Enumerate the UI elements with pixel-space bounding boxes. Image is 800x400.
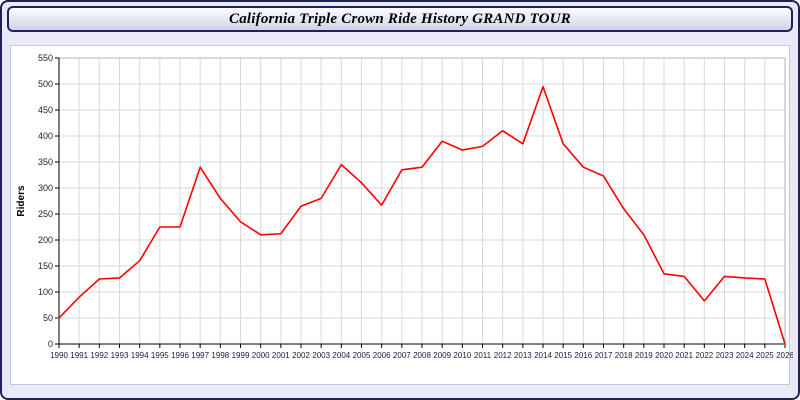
svg-text:2017: 2017 [595,351,613,360]
svg-text:2008: 2008 [413,351,431,360]
svg-text:2018: 2018 [615,351,633,360]
svg-text:350: 350 [38,157,53,167]
svg-text:1991: 1991 [70,351,88,360]
svg-text:300: 300 [38,183,53,193]
svg-text:1999: 1999 [232,351,250,360]
svg-text:2009: 2009 [433,351,451,360]
svg-text:100: 100 [38,287,53,297]
svg-text:2013: 2013 [514,351,532,360]
svg-text:2019: 2019 [635,351,653,360]
svg-text:2004: 2004 [332,351,350,360]
svg-text:1997: 1997 [191,351,209,360]
svg-text:2007: 2007 [393,351,411,360]
svg-text:2005: 2005 [353,351,371,360]
chart-panel: 0 50 100 150 200 250 300 350 400 450 500 550 1990 199… [10,45,794,385]
svg-text:2024: 2024 [736,351,754,360]
svg-text:1992: 1992 [90,351,108,360]
svg-text:50: 50 [43,313,53,323]
svg-text:200: 200 [38,235,53,245]
svg-text:2021: 2021 [675,351,693,360]
svg-text:2012: 2012 [494,351,512,360]
svg-text:2001: 2001 [272,351,290,360]
svg-text:2020: 2020 [655,351,673,360]
svg-text:2016: 2016 [574,351,592,360]
svg-text:2023: 2023 [716,351,734,360]
svg-text:1994: 1994 [131,351,149,360]
svg-text:1993: 1993 [111,351,129,360]
svg-text:2002: 2002 [292,351,310,360]
svg-text:2014: 2014 [534,351,552,360]
svg-text:2022: 2022 [695,351,713,360]
svg-text:2000: 2000 [252,351,270,360]
page-title: California Triple Crown Ride History GRA… [229,10,571,27]
title-bar: California Triple Crown Ride History GRA… [7,6,793,32]
svg-text:1990: 1990 [50,351,68,360]
svg-text:1995: 1995 [151,351,169,360]
svg-text:2011: 2011 [474,351,492,360]
svg-text:2025: 2025 [756,351,774,360]
svg-text:2010: 2010 [453,351,471,360]
svg-text:Riders: Riders [16,185,27,217]
svg-text:250: 250 [38,209,53,219]
svg-text:1996: 1996 [171,351,189,360]
svg-text:0: 0 [48,339,53,349]
svg-text:2003: 2003 [312,351,330,360]
svg-text:150: 150 [38,261,53,271]
svg-text:2026: 2026 [776,351,793,360]
svg-text:2015: 2015 [554,351,572,360]
svg-text:450: 450 [38,105,53,115]
svg-text:550: 550 [38,53,53,63]
svg-text:1998: 1998 [211,351,229,360]
svg-text:2006: 2006 [373,351,391,360]
svg-text:500: 500 [38,79,53,89]
svg-text:400: 400 [38,131,53,141]
